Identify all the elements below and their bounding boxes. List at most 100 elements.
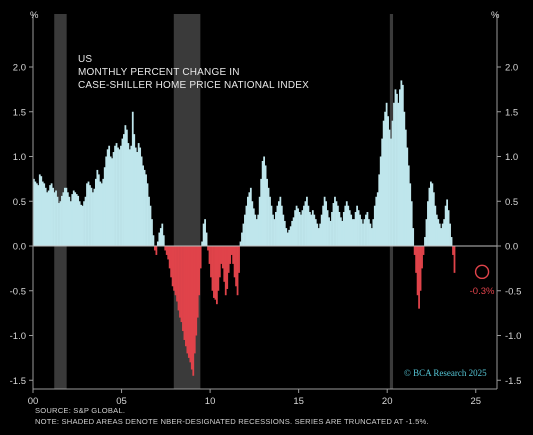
bar xyxy=(307,205,310,246)
annotation-label: -0.3% xyxy=(470,286,495,297)
bar xyxy=(368,219,370,246)
bar xyxy=(342,211,345,246)
bar xyxy=(81,205,84,246)
bar xyxy=(235,246,237,287)
y-tick-label-right: 0.0 xyxy=(505,242,518,253)
bar xyxy=(419,246,422,291)
bar xyxy=(218,246,221,278)
bar xyxy=(294,210,296,246)
bar xyxy=(258,196,261,246)
bar xyxy=(267,187,270,246)
bar xyxy=(365,214,367,246)
bar xyxy=(207,246,209,251)
bar xyxy=(179,246,181,318)
bar xyxy=(192,246,195,376)
bar xyxy=(63,187,66,246)
bar xyxy=(43,183,46,246)
bar xyxy=(152,235,155,246)
bar xyxy=(140,156,143,246)
bar xyxy=(387,116,389,246)
bar xyxy=(446,199,449,246)
watermark: © BCA Research 2025 xyxy=(404,368,487,378)
bar xyxy=(66,192,69,246)
bar xyxy=(86,183,88,246)
bar xyxy=(65,187,68,246)
bar xyxy=(261,160,264,246)
y-unit-right: % xyxy=(491,10,500,21)
bar xyxy=(143,169,146,246)
bar xyxy=(185,246,187,347)
bar xyxy=(213,246,215,298)
bar xyxy=(418,246,420,309)
bar xyxy=(183,246,186,340)
bar xyxy=(149,205,152,246)
recession-note: NOTE: SHADED AREAS DENOTE NBER-DESIGNATE… xyxy=(35,417,429,426)
bar xyxy=(202,223,205,246)
bar xyxy=(180,246,183,323)
bar xyxy=(413,246,416,255)
bar xyxy=(279,196,282,246)
bar xyxy=(121,138,124,246)
bar xyxy=(40,176,43,246)
bar xyxy=(331,211,333,246)
bar xyxy=(359,214,361,246)
bar xyxy=(390,138,392,246)
y-tick-label-left: 2.0 xyxy=(13,63,26,74)
bar xyxy=(416,246,419,296)
bar xyxy=(120,145,122,246)
bar xyxy=(283,220,286,246)
bar xyxy=(84,196,87,246)
bar xyxy=(142,165,144,246)
bar xyxy=(306,196,308,246)
bar xyxy=(41,181,44,246)
bar xyxy=(332,203,335,246)
bar xyxy=(96,169,99,246)
bar xyxy=(154,246,156,251)
x-tick-label: 15 xyxy=(293,396,304,407)
bar xyxy=(58,203,60,246)
bar xyxy=(34,181,37,246)
bar xyxy=(255,219,258,246)
bar xyxy=(428,187,431,246)
bar xyxy=(409,183,412,246)
bar xyxy=(174,246,177,296)
bar xyxy=(229,246,232,264)
bar xyxy=(344,205,347,246)
bar xyxy=(210,246,212,278)
bar xyxy=(123,134,125,246)
bar xyxy=(176,246,178,302)
axes: -1.5 -1.5 -1.0 -1.0 -0.5 -0.5 0.0 0.0 0.5 0.5 1.0 1… xyxy=(10,14,521,407)
bar xyxy=(350,214,353,246)
bar xyxy=(400,80,403,246)
bar xyxy=(440,228,443,246)
bar xyxy=(77,195,80,246)
bar xyxy=(424,237,426,246)
bar xyxy=(415,246,418,273)
bar xyxy=(236,246,239,296)
bar xyxy=(432,192,435,246)
bar xyxy=(252,208,255,246)
bar xyxy=(438,223,441,246)
y-tick-label-right: 2.0 xyxy=(505,63,518,74)
bar xyxy=(295,205,298,246)
y-tick-label-right: -1.5 xyxy=(505,376,521,387)
bar xyxy=(329,220,332,246)
bar xyxy=(308,211,311,246)
bar xyxy=(447,210,450,246)
bar xyxy=(245,205,248,246)
bar xyxy=(314,219,317,246)
bar xyxy=(162,235,165,246)
bar xyxy=(151,219,153,246)
bar xyxy=(158,232,161,246)
bar xyxy=(286,232,289,246)
bar xyxy=(345,201,348,246)
bar xyxy=(366,211,369,246)
bar xyxy=(239,241,242,246)
bar xyxy=(369,223,372,246)
bar xyxy=(285,228,288,246)
bar xyxy=(401,84,404,247)
bar xyxy=(269,196,271,246)
bar xyxy=(159,228,162,246)
bar xyxy=(388,129,391,246)
bar xyxy=(156,241,159,246)
